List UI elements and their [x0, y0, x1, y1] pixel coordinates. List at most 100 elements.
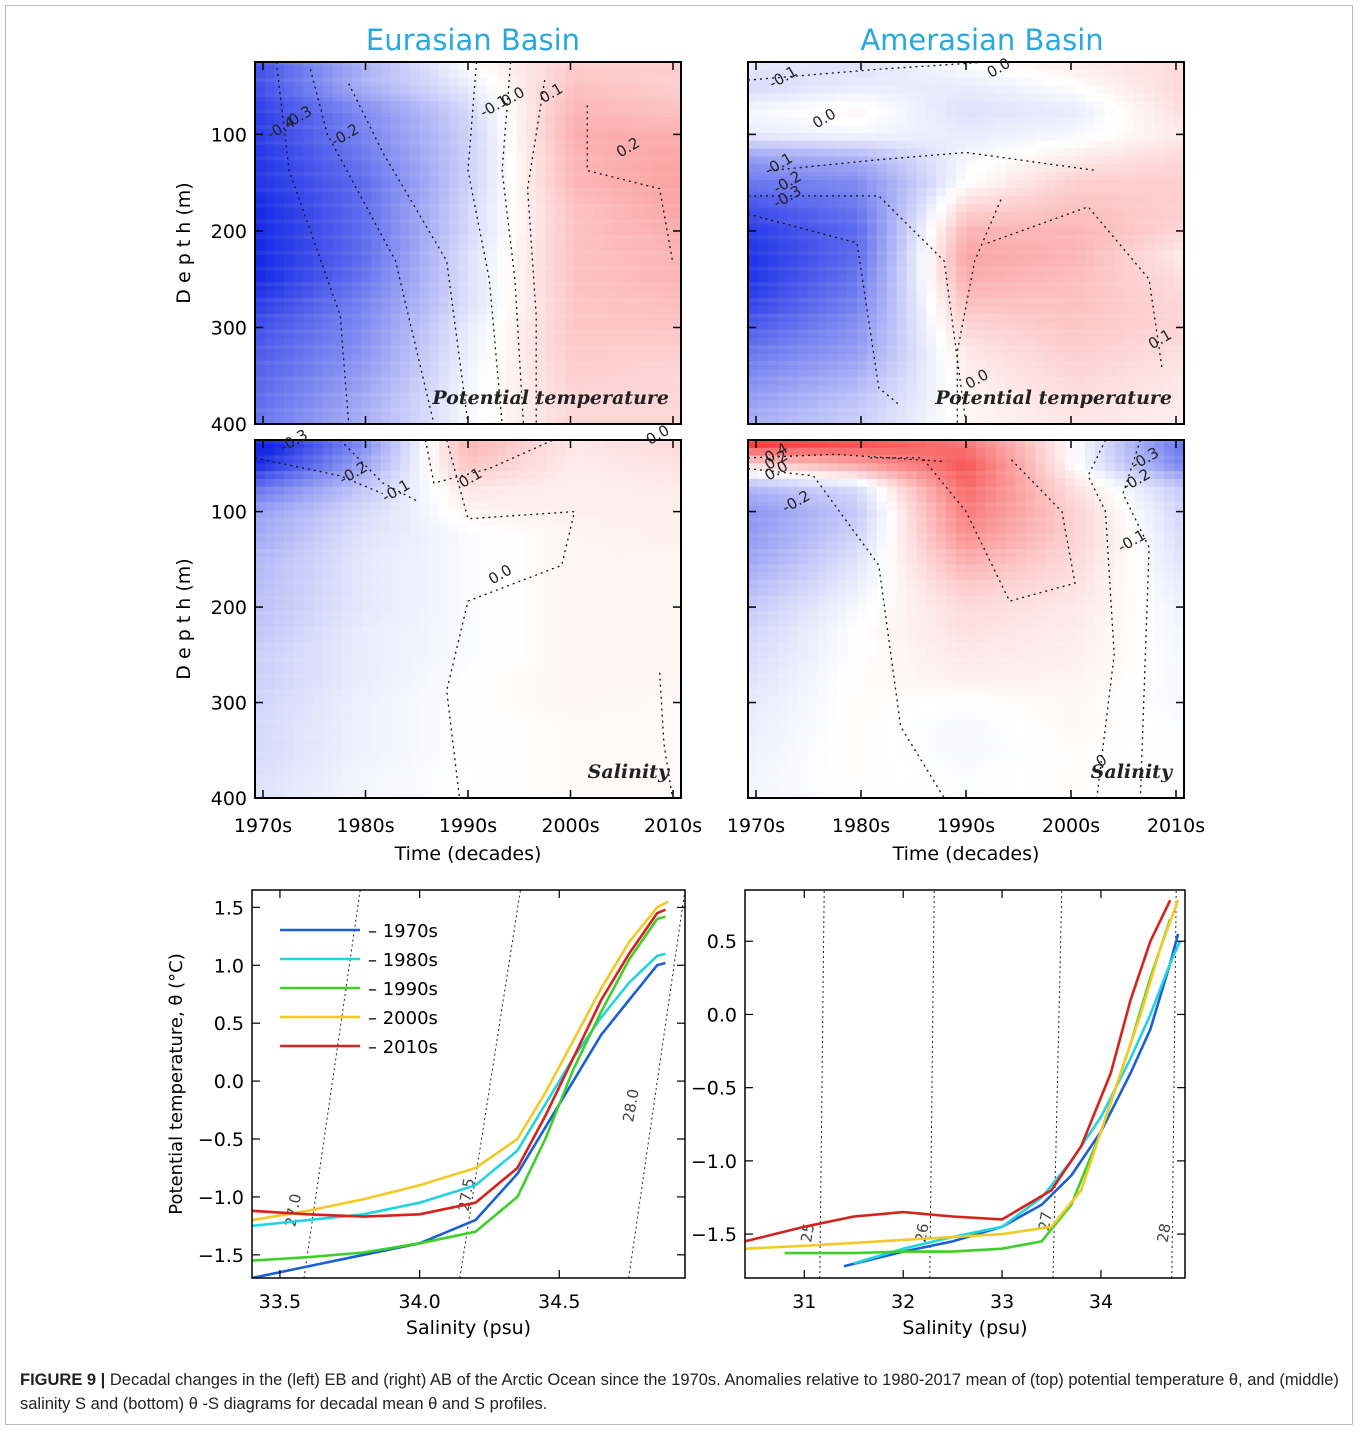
heatmap-cell: [995, 400, 1007, 409]
heatmap-cell: [584, 187, 595, 197]
heatmap-cell: [535, 556, 547, 566]
heatmap-cell: [545, 187, 556, 197]
heatmap-cell: [1055, 235, 1066, 244]
heatmap-cell: [837, 164, 848, 173]
heatmap-cell: [603, 62, 614, 71]
heatmap-cell: [361, 564, 372, 573]
heatmap-cell: [438, 486, 450, 496]
heatmap-cell: [906, 93, 918, 102]
heatmap-cell: [661, 101, 672, 110]
heatmap-cell: [1065, 124, 1076, 134]
heatmap-cell: [896, 235, 908, 244]
heatmap-cell: [1045, 329, 1056, 339]
heatmap-cell: [584, 353, 595, 362]
heatmap-cell: [1045, 274, 1056, 283]
heatmap-cell: [603, 392, 614, 401]
heatmap-cell: [642, 266, 653, 276]
heatmap-cell: [995, 353, 1007, 362]
heatmap-cell: [1164, 416, 1175, 424]
heatmap-cell: [477, 400, 488, 409]
heatmap-cell: [380, 266, 392, 276]
heatmap-cell: [956, 305, 967, 315]
heatmap-cell: [361, 548, 372, 558]
heatmap-cell: [622, 164, 634, 173]
heatmap-cell: [748, 361, 759, 370]
heatmap-cell: [1154, 77, 1165, 87]
heatmap-cell: [555, 117, 566, 126]
heatmap-cell: [603, 250, 614, 260]
heatmap-cell: [593, 305, 605, 315]
heatmap-cell: [671, 164, 681, 173]
heatmap-cell: [448, 376, 459, 386]
heatmap-cell: [916, 392, 927, 401]
heatmap-cell: [886, 132, 898, 142]
heatmap-cell: [313, 195, 324, 205]
heatmap-cell: [429, 235, 440, 244]
heatmap-cell: [603, 258, 614, 268]
heatmap-cell: [837, 345, 848, 354]
heatmap-cell: [603, 313, 614, 323]
heatmap-cell: [535, 85, 547, 95]
heatmap-cell: [332, 140, 343, 150]
heatmap-cell: [448, 69, 459, 79]
heatmap-cell: [642, 298, 653, 307]
heatmap-cell: [487, 329, 498, 339]
heatmap-cell: [313, 124, 324, 134]
heatmap-cell: [1035, 282, 1046, 291]
heatmap-cell: [946, 211, 957, 220]
heatmap-cell: [661, 517, 672, 527]
heatmap-cell: [409, 290, 421, 299]
heatmap-cell: [487, 305, 498, 315]
heatmap-cell: [757, 85, 769, 95]
heatmap-cell: [1104, 93, 1116, 102]
heatmap-cell: [419, 580, 430, 589]
heatmap-cell: [313, 587, 324, 597]
heatmap-cell: [777, 148, 789, 158]
heatmap-cell: [1035, 164, 1046, 173]
heatmap-cell: [1144, 353, 1155, 362]
heatmap-cell: [497, 580, 508, 589]
heatmap-cell: [351, 219, 363, 228]
heatmap-cell: [371, 313, 382, 323]
heatmap-cell: [1075, 101, 1086, 110]
heatmap-cell: [1104, 140, 1116, 150]
heatmap-cell: [827, 298, 838, 307]
heatmap-cell: [956, 69, 967, 79]
heatmap-cell: [313, 156, 324, 165]
heatmap-cell: [526, 408, 537, 417]
heatmap-cell: [1094, 140, 1106, 150]
heatmap-cell: [555, 211, 566, 220]
heatmap-cell: [1124, 416, 1136, 424]
heatmap-cell: [274, 62, 285, 71]
heatmap-cell: [342, 502, 353, 511]
heatmap-cell: [429, 502, 440, 511]
heatmap-cell: [995, 148, 1007, 158]
heatmap-cell: [936, 298, 947, 307]
heatmap-cell: [390, 392, 401, 401]
heatmap-cell: [284, 392, 295, 401]
heatmap-cell: [1035, 337, 1046, 346]
heatmap-cell: [1164, 400, 1175, 409]
heatmap-cell: [956, 77, 967, 87]
heatmap-cell: [1144, 85, 1155, 95]
heatmap-cell: [757, 219, 769, 228]
heatmap-cell: [255, 541, 266, 550]
heatmap-cell: [926, 195, 937, 205]
heatmap-cell: [651, 580, 663, 589]
heatmap-cell: [1025, 266, 1036, 276]
heatmap-cell: [545, 517, 556, 527]
heatmap-cell: [1055, 258, 1066, 268]
heatmap-cell: [1055, 180, 1066, 189]
heatmap-cell: [593, 274, 605, 283]
heatmap-cell: [351, 313, 363, 323]
heatmap-cell: [936, 376, 947, 386]
heatmap-cell: [603, 548, 614, 558]
heatmap-cell: [506, 211, 518, 220]
heatmap-cell: [506, 556, 518, 566]
heatmap-cell: [827, 187, 838, 197]
stripe: [748, 376, 1184, 381]
heatmap-cell: [332, 329, 343, 339]
heatmap-cell: [1144, 329, 1155, 339]
heatmap-cell: [255, 345, 266, 354]
heatmap-cell: [603, 447, 614, 457]
